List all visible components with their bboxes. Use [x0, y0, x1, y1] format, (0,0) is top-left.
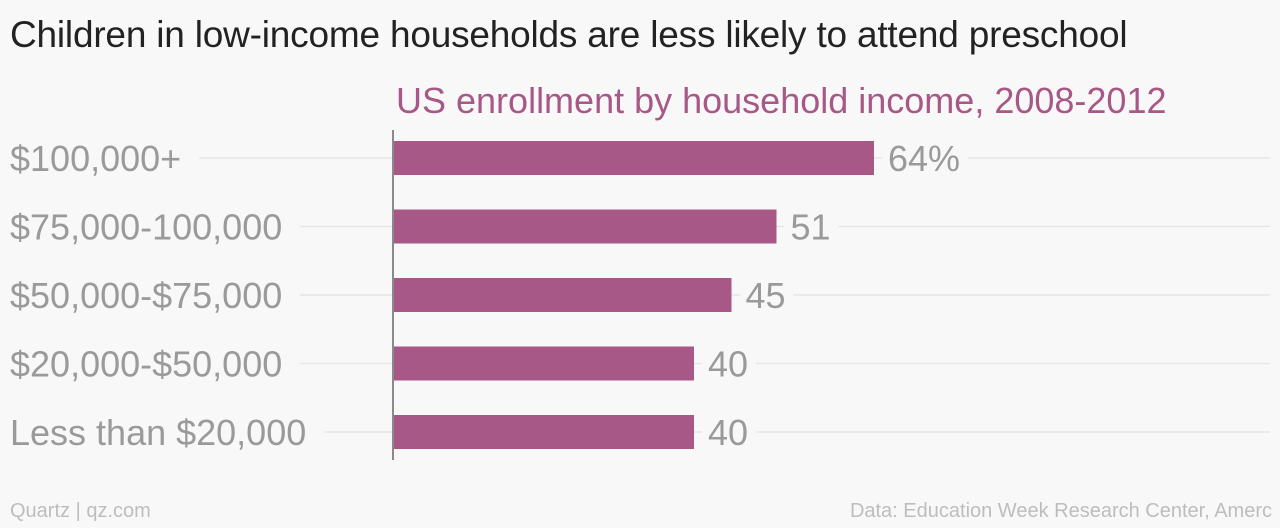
labels: $100,000+ 64% $75,000-100,000 51 $50,000-$75… [10, 138, 969, 453]
value-label-background [882, 153, 969, 163]
category-label: $100,000+ [10, 138, 181, 179]
bar [394, 346, 694, 381]
bar [394, 141, 874, 175]
category-label: $75,000-100,000 [10, 207, 282, 248]
chart-title: Children in low-income households are le… [10, 14, 1128, 55]
category-label: Less than $20,000 [10, 412, 306, 453]
bar [394, 278, 732, 312]
value-label: 45 [746, 275, 786, 316]
value-label: 40 [708, 344, 748, 385]
value-label-background [739, 290, 794, 300]
bar [394, 415, 694, 449]
footer-credit: Quartz | qz.com [10, 500, 151, 522]
value-label: 64% [888, 138, 960, 179]
value-label: 40 [708, 412, 748, 453]
chart-subtitle: US enrollment by household income, 2008-… [396, 80, 1166, 121]
gridlines [199, 157, 1270, 433]
value-label-background [702, 358, 757, 369]
value-label-background [702, 427, 757, 437]
value-label: 51 [791, 207, 831, 248]
category-label: $50,000-$75,000 [10, 275, 282, 316]
value-label-background [784, 221, 839, 232]
bar [394, 209, 777, 244]
category-label: $20,000-$50,000 [10, 344, 282, 385]
bars [394, 141, 874, 449]
footer-source: Data: Education Week Research Center, Am… [849, 500, 1272, 522]
